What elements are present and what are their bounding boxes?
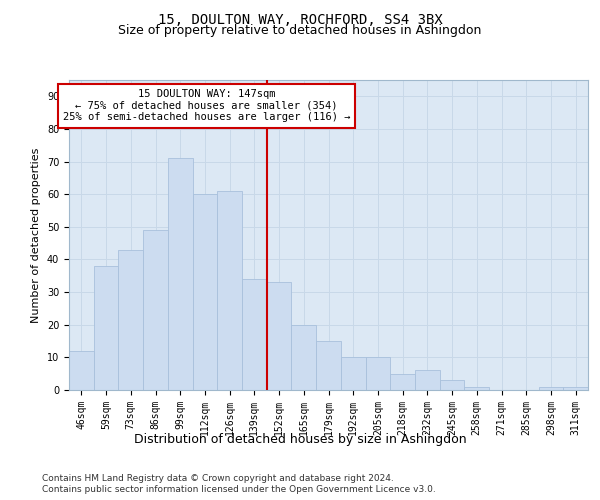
Bar bbox=[341, 358, 365, 390]
Text: Contains HM Land Registry data © Crown copyright and database right 2024.: Contains HM Land Registry data © Crown c… bbox=[42, 474, 394, 483]
Bar bbox=[440, 380, 464, 390]
Text: Contains public sector information licensed under the Open Government Licence v3: Contains public sector information licen… bbox=[42, 485, 436, 494]
Bar bbox=[415, 370, 440, 390]
Bar bbox=[267, 282, 292, 390]
Text: 15, DOULTON WAY, ROCHFORD, SS4 3BX: 15, DOULTON WAY, ROCHFORD, SS4 3BX bbox=[158, 12, 442, 26]
Bar bbox=[118, 250, 143, 390]
Bar bbox=[563, 386, 588, 390]
Bar bbox=[193, 194, 217, 390]
Bar bbox=[539, 386, 563, 390]
Text: Distribution of detached houses by size in Ashingdon: Distribution of detached houses by size … bbox=[134, 432, 466, 446]
Bar bbox=[168, 158, 193, 390]
Bar bbox=[292, 324, 316, 390]
Bar bbox=[94, 266, 118, 390]
Text: Size of property relative to detached houses in Ashingdon: Size of property relative to detached ho… bbox=[118, 24, 482, 37]
Bar bbox=[217, 191, 242, 390]
Bar bbox=[365, 358, 390, 390]
Text: 15 DOULTON WAY: 147sqm
← 75% of detached houses are smaller (354)
25% of semi-de: 15 DOULTON WAY: 147sqm ← 75% of detached… bbox=[63, 90, 350, 122]
Bar bbox=[69, 351, 94, 390]
Bar bbox=[242, 279, 267, 390]
Bar bbox=[390, 374, 415, 390]
Bar bbox=[143, 230, 168, 390]
Bar bbox=[316, 341, 341, 390]
Y-axis label: Number of detached properties: Number of detached properties bbox=[31, 148, 41, 322]
Bar bbox=[464, 386, 489, 390]
